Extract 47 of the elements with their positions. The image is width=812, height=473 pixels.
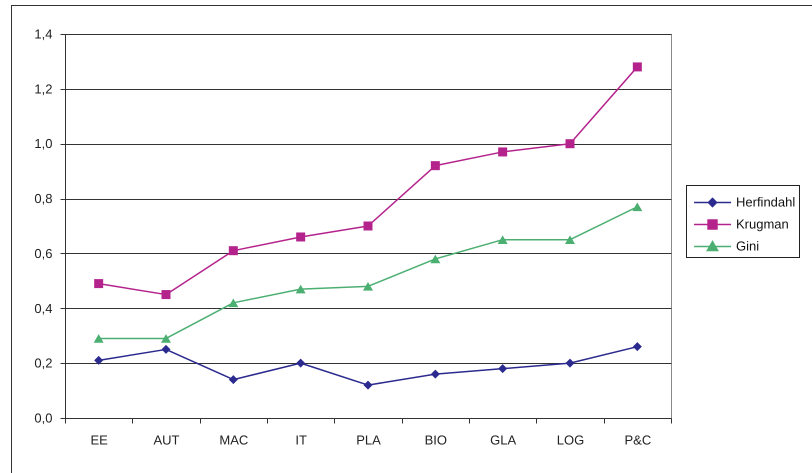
x-tick-label: EE (90, 432, 108, 448)
x-tick-label: PLA (356, 432, 382, 448)
point (430, 370, 440, 379)
x-tick-label: IT (295, 432, 307, 448)
y-tick-label: 1,2 (34, 81, 52, 96)
x-tick-label: MAC (219, 432, 248, 448)
point (296, 358, 306, 368)
point (632, 62, 642, 72)
y-tick-label: 0,6 (34, 246, 52, 261)
point (94, 279, 104, 288)
y-tick-label: 1,0 (34, 136, 52, 152)
point (498, 147, 508, 156)
point (498, 235, 508, 244)
x-tick-label: P&C (624, 432, 652, 448)
legend-label: Gini (736, 238, 760, 254)
point (632, 202, 642, 212)
point (94, 356, 104, 365)
point (430, 161, 440, 170)
point (566, 358, 574, 368)
x-tick-label: AUT (154, 432, 180, 448)
x-tick-label: LOG (556, 432, 584, 448)
point (363, 282, 373, 291)
point (162, 290, 170, 300)
y-tick-label: 0,2 (34, 356, 52, 371)
point (296, 284, 306, 294)
point (364, 222, 372, 230)
y-tick-label: 1,4 (34, 26, 52, 42)
x-tick-label: GLA (490, 432, 516, 448)
point (565, 235, 575, 244)
legend-label: Herfindahl (736, 194, 796, 210)
point (94, 334, 104, 343)
point (430, 254, 440, 264)
point (498, 364, 508, 374)
point (296, 232, 306, 242)
y-tick-label: 0,4 (34, 300, 52, 316)
y-tick-label: 0,8 (34, 191, 52, 206)
y-tick-label: 0,0 (34, 410, 52, 426)
point (228, 246, 238, 256)
point (162, 344, 170, 354)
legend-label: Krugman (736, 216, 789, 232)
point (364, 380, 372, 390)
point (228, 375, 238, 384)
point (228, 298, 238, 308)
point (632, 342, 642, 352)
x-tick-label: BIO (424, 432, 448, 448)
point (161, 334, 171, 343)
point (566, 139, 574, 148)
